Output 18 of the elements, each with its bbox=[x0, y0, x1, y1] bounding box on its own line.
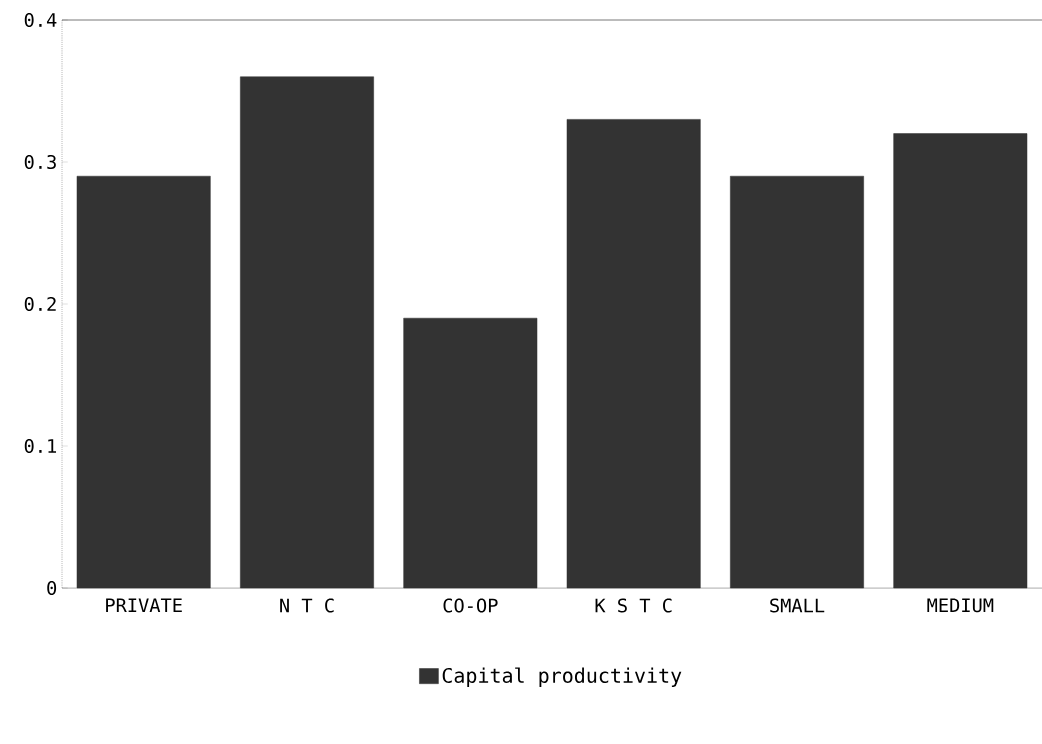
bar bbox=[76, 175, 211, 589]
x-tick-label: PRIVATE bbox=[106, 598, 182, 613]
x-tick-label: MEDIUM bbox=[927, 598, 994, 613]
x-tick-label: N T C bbox=[280, 598, 334, 613]
legend-label: Capital productivity bbox=[442, 667, 682, 687]
y-tick-label: 0.4 bbox=[24, 12, 57, 28]
bar bbox=[403, 317, 538, 589]
x-tick-label: CO-OP bbox=[443, 598, 498, 613]
bar bbox=[240, 76, 374, 589]
y-tick-label: 0.1 bbox=[24, 438, 57, 454]
y-tick-label: 0.3 bbox=[24, 154, 56, 170]
bar bbox=[730, 175, 864, 589]
y-tick-label: 0.2 bbox=[24, 296, 56, 312]
x-tick-label: K S T C bbox=[595, 598, 672, 613]
x-tick-label: SMALL bbox=[770, 598, 825, 613]
bar bbox=[893, 133, 1028, 589]
bar bbox=[566, 119, 701, 589]
y-tick-label: 0 bbox=[47, 580, 57, 596]
